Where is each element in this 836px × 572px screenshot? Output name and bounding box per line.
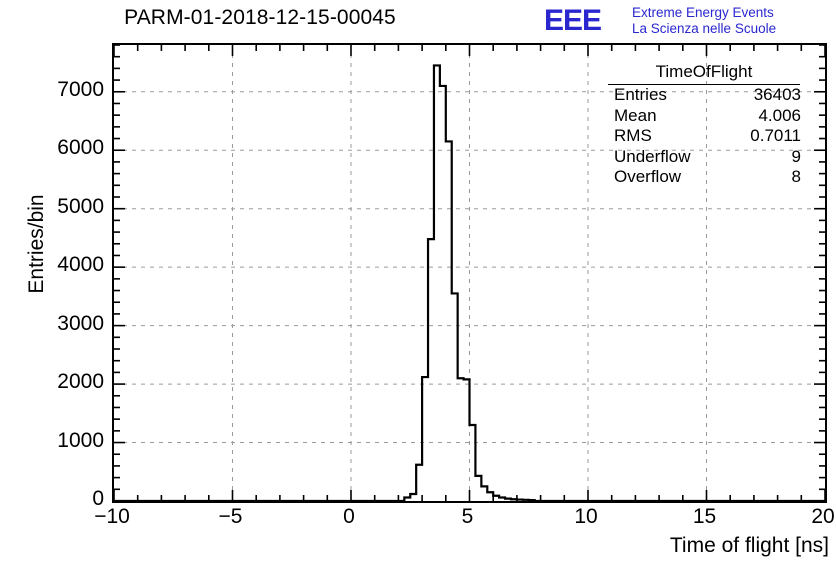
x-tick-label: 10 [574, 505, 598, 528]
stats-row: RMS 0.7011 [600, 126, 808, 147]
eee-logo-mark: EEE [544, 4, 602, 37]
eee-logo-line2: La Scienza nelle Scuole [632, 21, 777, 36]
histogram-outline [114, 64, 825, 501]
stats-row-value: 0.7011 [750, 126, 801, 145]
stats-row-key: Underflow [614, 146, 691, 166]
stats-row: Mean 4.006 [600, 106, 808, 127]
stats-row: Entries 36403 [600, 85, 808, 106]
y-tick-label: 1000 [57, 428, 104, 452]
stats-row-key: RMS [614, 126, 652, 145]
plot-frame [112, 43, 827, 503]
eee-logo: EEE Extreme Energy Events La Scienza nel… [544, 3, 836, 41]
y-tick-label: 5000 [57, 194, 104, 218]
x-tick-label: −10 [94, 505, 130, 528]
y-axis-title: Entries/bin [25, 194, 48, 294]
y-tick-label: 4000 [57, 253, 104, 277]
y-tick-label: 2000 [57, 370, 104, 394]
stats-row: Underflow 9 [600, 147, 808, 168]
stats-row-key: Entries [614, 85, 667, 104]
stats-row-value: 8 [791, 167, 801, 186]
stats-row-value: 36403 [753, 85, 801, 104]
x-tick-label: 20 [811, 505, 835, 528]
y-tick-label: 7000 [57, 77, 104, 101]
stats-row-value: 4.006 [758, 105, 801, 125]
x-tick-label: 0 [343, 505, 355, 528]
y-tick-label: 0 [92, 487, 104, 510]
eee-logo-line1: Extreme Energy Events [632, 5, 774, 20]
stats-row-key: Mean [614, 105, 657, 125]
page-title: PARM-01-2018-12-15-00045 [124, 6, 396, 29]
stats-row-key: Overflow [614, 167, 682, 186]
stats-rows: Entries 36403 Mean 4.006 RMS 0.7011 Underflow 9… [600, 85, 808, 188]
x-tick-label: 5 [461, 505, 474, 528]
stats-row: Overflow 8 [600, 167, 808, 188]
y-tick-label: 6000 [57, 136, 104, 160]
histogram-svg [114, 45, 825, 501]
stats-title: TimeOfFlight [608, 62, 800, 85]
stats-row-value: 9 [791, 146, 801, 166]
x-tick-label: −5 [218, 505, 243, 528]
stats-box: TimeOfFlight Entries 36403 Mean 4.006 RMS 0.7… [600, 62, 808, 188]
y-tick-label: 3000 [57, 311, 104, 335]
eee-logo-text: Extreme Energy Events La Scienza nelle S… [632, 5, 776, 37]
plot-surface [114, 45, 825, 501]
x-axis-title: Time of flight [ns] [669, 534, 829, 557]
x-tick-label: 15 [692, 505, 717, 528]
